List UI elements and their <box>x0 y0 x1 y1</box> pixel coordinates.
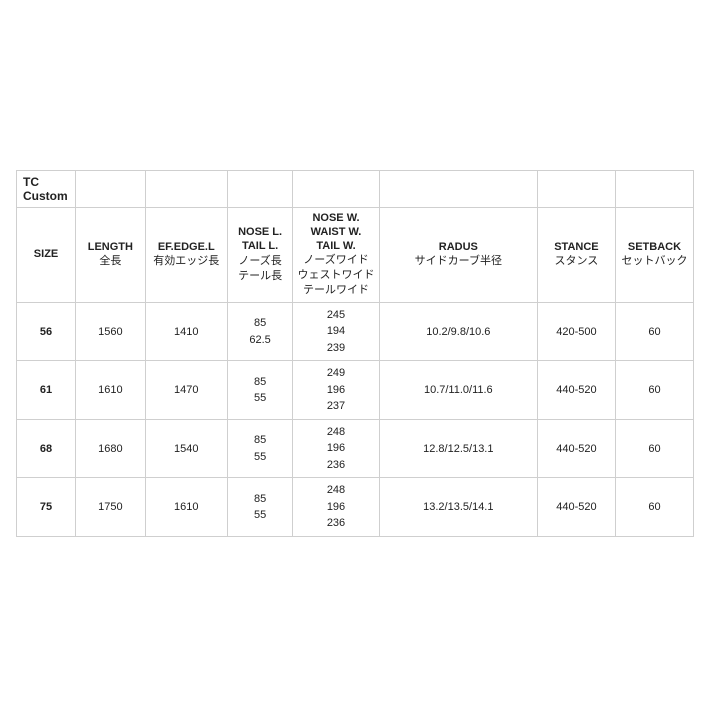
cell-setback: 60 <box>615 361 693 420</box>
header-row: SIZE LENGTH 全長 EF.EDGE.L 有効エッジ長 NOSE L. … <box>17 208 694 303</box>
table-title: TC Custom <box>17 171 76 208</box>
cell-size: 68 <box>17 419 76 478</box>
table-row: 7517501610855524819623613.2/13.5/14.1440… <box>17 478 694 537</box>
cell-edge: 1610 <box>145 478 227 537</box>
cell-widths: 248196236 <box>293 419 379 478</box>
hdr-radus: RADUS サイドカーブ半径 <box>379 208 537 303</box>
hdr-width: NOSE W. WAIST W. TAIL W. ノーズワイド ウェストワイド … <box>293 208 379 303</box>
cell-widths: 248196236 <box>293 478 379 537</box>
hdr-edge: EF.EDGE.L 有効エッジ長 <box>145 208 227 303</box>
cell-size: 61 <box>17 361 76 420</box>
cell-size: 75 <box>17 478 76 537</box>
cell-stance: 440-520 <box>537 478 615 537</box>
table-row: 6816801540855524819623612.8/12.5/13.1440… <box>17 419 694 478</box>
cell-widths: 249196237 <box>293 361 379 420</box>
cell-setback: 60 <box>615 478 693 537</box>
spec-table: TC Custom SIZE LENGTH 全長 EF.EDGE.L 有効エッジ… <box>16 170 694 537</box>
hdr-setback: SETBACK セットバック <box>615 208 693 303</box>
cell-length: 1680 <box>76 419 146 478</box>
cell-setback: 60 <box>615 302 693 361</box>
cell-edge: 1410 <box>145 302 227 361</box>
table-row: 6116101470855524919623710.7/11.0/11.6440… <box>17 361 694 420</box>
title-row: TC Custom <box>17 171 694 208</box>
cell-stance: 440-520 <box>537 361 615 420</box>
hdr-stance: STANCE スタンス <box>537 208 615 303</box>
hdr-length: LENGTH 全長 <box>76 208 146 303</box>
cell-edge: 1470 <box>145 361 227 420</box>
table-row: 56156014108562.524519423910.2/9.8/10.642… <box>17 302 694 361</box>
cell-radus: 10.2/9.8/10.6 <box>379 302 537 361</box>
cell-setback: 60 <box>615 419 693 478</box>
cell-nose-tail: 8555 <box>227 419 292 478</box>
cell-length: 1560 <box>76 302 146 361</box>
cell-length: 1610 <box>76 361 146 420</box>
cell-length: 1750 <box>76 478 146 537</box>
cell-nose-tail: 8555 <box>227 478 292 537</box>
cell-radus: 10.7/11.0/11.6 <box>379 361 537 420</box>
cell-nose-tail: 8555 <box>227 361 292 420</box>
cell-stance: 420-500 <box>537 302 615 361</box>
hdr-size: SIZE <box>17 208 76 303</box>
cell-nose-tail: 8562.5 <box>227 302 292 361</box>
cell-widths: 245194239 <box>293 302 379 361</box>
cell-size: 56 <box>17 302 76 361</box>
hdr-nose: NOSE L. TAIL L. ノーズ長 テール長 <box>227 208 292 303</box>
cell-stance: 440-520 <box>537 419 615 478</box>
cell-radus: 12.8/12.5/13.1 <box>379 419 537 478</box>
cell-radus: 13.2/13.5/14.1 <box>379 478 537 537</box>
cell-edge: 1540 <box>145 419 227 478</box>
